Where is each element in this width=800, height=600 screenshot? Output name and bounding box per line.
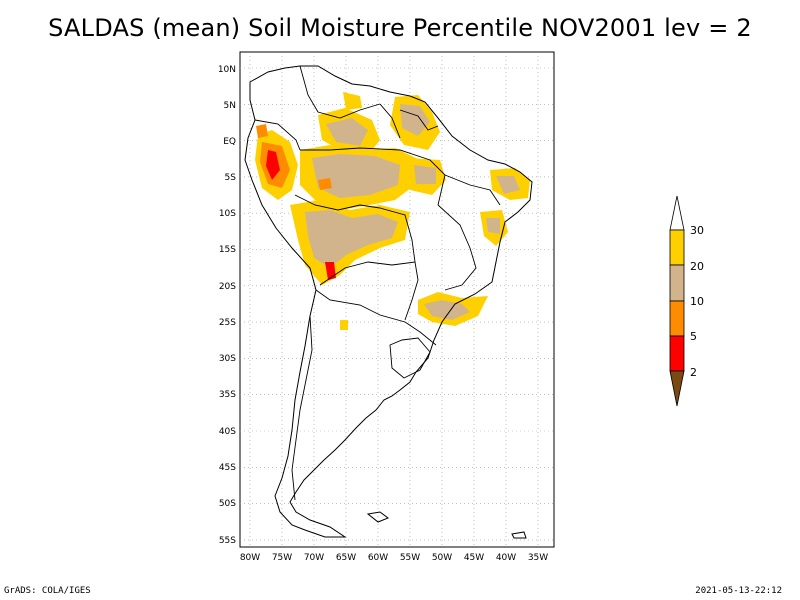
lat-tick-label: 10S: [219, 209, 236, 219]
lat-tick-label: 40S: [219, 427, 236, 437]
lon-tick-label: 75W: [272, 553, 292, 563]
south-georgia-island: [511, 531, 527, 539]
legend-label: 30: [690, 224, 704, 237]
soil-moisture-field: [255, 92, 530, 330]
border-paraguay: [319, 261, 419, 321]
field-andes-peru: [255, 124, 298, 200]
lat-tick-label: 55S: [219, 536, 236, 546]
lat-tick-label: 5N: [224, 101, 236, 111]
shade-tan: [486, 218, 500, 234]
shade-tan: [414, 165, 436, 184]
field-bolivia: [290, 200, 410, 285]
footer-credit: GrADS: COLA/IGES: [4, 586, 91, 596]
shade-tan: [312, 154, 400, 198]
shade-tan: [305, 210, 398, 268]
lon-tick-label: 65W: [336, 553, 356, 563]
lat-tick-label: 20S: [219, 282, 236, 292]
colorbar-legend: [669, 195, 685, 407]
border-chile-argentina: [291, 315, 313, 501]
lon-tick-label: 40W: [496, 553, 516, 563]
field-southeast-brazil: [340, 292, 488, 330]
shade-tan: [400, 104, 430, 136]
lat-tick-label: 50S: [219, 499, 236, 509]
border-uruguay: [389, 337, 431, 379]
legend-labels: 30 20 10 5 2: [690, 224, 704, 379]
border-guyana: [379, 103, 401, 139]
lon-tick-label: 80W: [240, 553, 260, 563]
legend-swatch-5-10: [669, 300, 685, 337]
lon-tick-label: 60W: [368, 553, 388, 563]
lat-tick-label: 35S: [219, 390, 236, 400]
field-amazon-north: [318, 92, 440, 155]
lat-tick-label: 30S: [219, 354, 236, 364]
lat-tick-label: 45S: [219, 463, 236, 473]
south-america-coastline: [244, 65, 533, 538]
legend-triangle-below-2: [669, 370, 685, 407]
field-amazon-central: [300, 145, 446, 210]
shade-red: [266, 150, 280, 180]
lat-tick-label: 15S: [219, 245, 236, 255]
legend-label: 2: [690, 366, 697, 379]
lat-tick-label: 25S: [219, 318, 236, 328]
legend-swatch-20-30: [669, 229, 685, 266]
legend-triangle-above-30: [669, 195, 685, 231]
map-title: SALDAS (mean) Soil Moisture Percentile N…: [48, 14, 752, 42]
lat-tick-label: 5S: [225, 173, 237, 183]
border-brazil-states-ne: [444, 174, 501, 206]
border-bolivia: [294, 194, 416, 263]
legend-label: 20: [690, 260, 704, 273]
shade-orange: [318, 178, 332, 190]
border-colombia-venezuela: [299, 65, 381, 119]
border-guianas: [399, 109, 439, 131]
lat-tick-label: 10N: [218, 65, 236, 75]
shade-tan: [424, 300, 470, 320]
legend-swatch-10-20: [669, 264, 685, 302]
legend-label: 10: [690, 295, 704, 308]
legend-label: 5: [690, 330, 697, 343]
legend-swatch-2-5: [669, 335, 685, 372]
lat-tick-label: EQ: [223, 137, 236, 147]
shade-orange: [256, 124, 268, 138]
border-argentina-north: [315, 289, 437, 346]
shade-yellow: [340, 320, 348, 330]
lon-tick-label: 50W: [432, 553, 452, 563]
shade-tan: [326, 118, 368, 146]
border-colombia-peru: [254, 119, 301, 151]
lon-axis: 80W 75W 70W 65W 60W 55W 50W 45W 40W 35W: [240, 553, 548, 563]
lon-tick-label: 70W: [304, 553, 324, 563]
lon-tick-label: 55W: [400, 553, 420, 563]
falkland-islands: [366, 511, 390, 523]
lon-tick-label: 45W: [464, 553, 484, 563]
lat-axis: 10N 5N EQ 5S 10S 15S 20S 25S 30S 35S 40S…: [218, 65, 236, 546]
country-borders: [254, 65, 501, 501]
shade-yellow: [343, 92, 362, 110]
shade-tan: [496, 176, 520, 194]
lon-tick-label: 35W: [528, 553, 548, 563]
footer-timestamp: 2021-05-13-22:12: [695, 586, 782, 596]
border-brazil-states-c: [437, 204, 477, 291]
